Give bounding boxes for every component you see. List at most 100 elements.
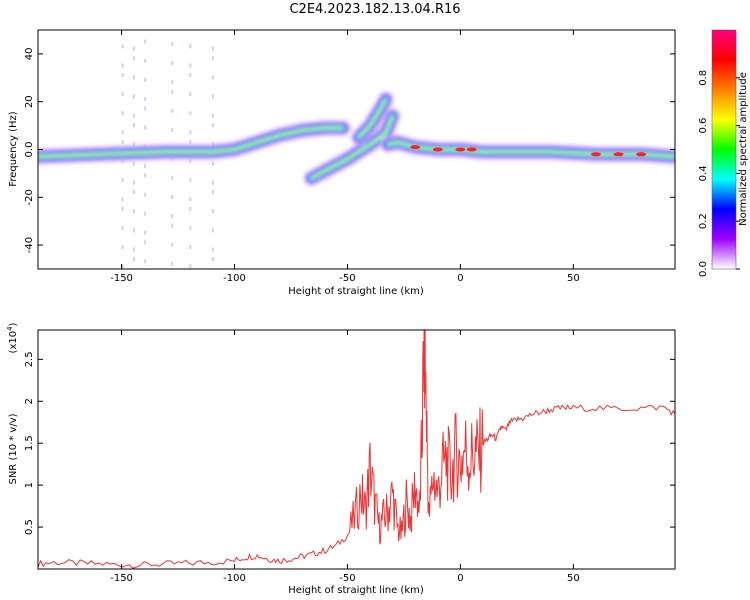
noise-streak (144, 230, 147, 235)
noise-streak (121, 92, 124, 97)
ridge-group (38, 91, 675, 187)
noise-streak (211, 75, 214, 80)
noise-streak (211, 46, 214, 51)
noise-streak (121, 178, 124, 183)
spectrogram-x-tick-label: -100 (223, 273, 246, 284)
noise-streak (132, 94, 135, 99)
noise-streak (144, 39, 147, 44)
noise-streak (189, 44, 192, 49)
noise-streak (211, 161, 214, 166)
noise-streak (121, 139, 124, 144)
spectrogram-x-tick-label: 0 (457, 273, 463, 284)
snr-y-multiplier: (x104) (6, 322, 19, 353)
noise-streak (144, 77, 147, 82)
noise-streak (132, 142, 135, 147)
snr-x-tick-label: -150 (110, 573, 133, 584)
noise-streak (211, 257, 214, 262)
colorbar-tick-label: 0.8 (698, 70, 709, 86)
noise-streak (189, 130, 192, 135)
spectrogram-y-tick-label: 20 (24, 95, 35, 108)
spectrogram-y-axis: -40 -20 0.0 20 40 (24, 48, 675, 253)
noise-streak (171, 242, 174, 247)
noise-streak (171, 61, 174, 66)
noise-streak (144, 58, 147, 63)
noise-streak (211, 190, 214, 195)
snr-x-tick-label: -50 (339, 573, 355, 584)
ridge-hotspot (636, 152, 647, 157)
noise-streak (211, 56, 214, 61)
noise-streak (189, 245, 192, 250)
noise-streak (171, 89, 174, 94)
snr-panel: -150 -100 -50 0 50 0.5 1 1.5 2 2.5 Height of str… (6, 322, 676, 596)
snr-y-axis: 0.5 1 1.5 2 2.5 (24, 351, 675, 535)
noise-streak (211, 228, 214, 233)
noise-streak (171, 261, 174, 266)
snr-x-tick-label: 0 (457, 573, 463, 584)
snr-frame (37, 329, 676, 570)
colorbar-tick-label: 0.6 (698, 118, 709, 134)
noise-streak (211, 94, 214, 99)
noise-streak (189, 178, 192, 183)
noise-streak (144, 211, 147, 216)
snr-y-tick-label: 1 (24, 482, 35, 488)
spectrogram-y-tick-label: 0.0 (24, 142, 35, 158)
noise-streak (121, 245, 124, 250)
noise-streak (132, 247, 135, 252)
colorbar: 0.0 0.2 0.4 0.6 0.8 Normalized spectral ampl… (698, 29, 749, 277)
ridge-hotspot (455, 147, 466, 152)
noise-streak (171, 80, 174, 85)
noise-streak (132, 56, 135, 61)
noise-streak (132, 257, 135, 262)
noise-streak (171, 214, 174, 219)
snr-x-label: Height of straight line (km) (288, 585, 424, 596)
spectrogram-image (38, 39, 675, 269)
spectrogram-y-tick-label: -40 (24, 237, 35, 253)
spectrogram-y-label: Frequency (Hz) (8, 111, 19, 187)
noise-streak (171, 41, 174, 46)
noise-streak (211, 209, 214, 214)
colorbar-gradient (712, 30, 736, 269)
noise-streak (171, 194, 174, 199)
noise-streak (121, 197, 124, 202)
ridge-hotspot (466, 147, 477, 152)
noise-streak (132, 123, 135, 128)
noise-streak (171, 223, 174, 228)
noise-streak (132, 46, 135, 51)
spectrogram-x-tick-label: 50 (567, 273, 580, 284)
noise-streak (144, 106, 147, 111)
noise-streak (132, 113, 135, 118)
colorbar-tick-label: 0.4 (698, 165, 709, 181)
ridge-main (38, 127, 344, 158)
spectrogram-panel: -150 -100 -50 0 50 -40 -20 0.0 20 40 Height of s… (8, 29, 676, 297)
snr-x-axis: -150 -100 -50 0 50 (110, 330, 580, 584)
noise-streak (121, 111, 124, 116)
noise-streak (211, 113, 214, 118)
ridge-upper-branch (358, 98, 387, 139)
noise-streak (132, 161, 135, 166)
noise-streak (189, 111, 192, 116)
noise-streak (189, 197, 192, 202)
spectrogram-x-label: Height of straight line (km) (288, 286, 424, 297)
snr-x-tick-label: -100 (223, 573, 246, 584)
colorbar-label: Normalized spectral amplitude (738, 72, 749, 226)
snr-y-tick-label: 2.5 (24, 351, 35, 367)
snr-y-tick-label: 1.5 (24, 435, 35, 451)
noise-streak (211, 180, 214, 185)
ridge-right (387, 141, 675, 158)
noise-streak (132, 180, 135, 185)
noise-streak (211, 247, 214, 252)
noise-streak (144, 96, 147, 101)
noise-streak (189, 63, 192, 68)
noise-streak (171, 108, 174, 113)
noise-streak (132, 190, 135, 195)
snr-series-line (38, 330, 675, 569)
ridge-lower-branch (310, 115, 394, 179)
spectrogram-x-tick-label: -150 (110, 273, 133, 284)
noise-streak (189, 139, 192, 144)
noise-streak (121, 44, 124, 49)
noise-streak (132, 228, 135, 233)
noise-streak (189, 159, 192, 164)
spectrogram-x-tick-label: -50 (339, 273, 355, 284)
noise-streak (144, 173, 147, 178)
